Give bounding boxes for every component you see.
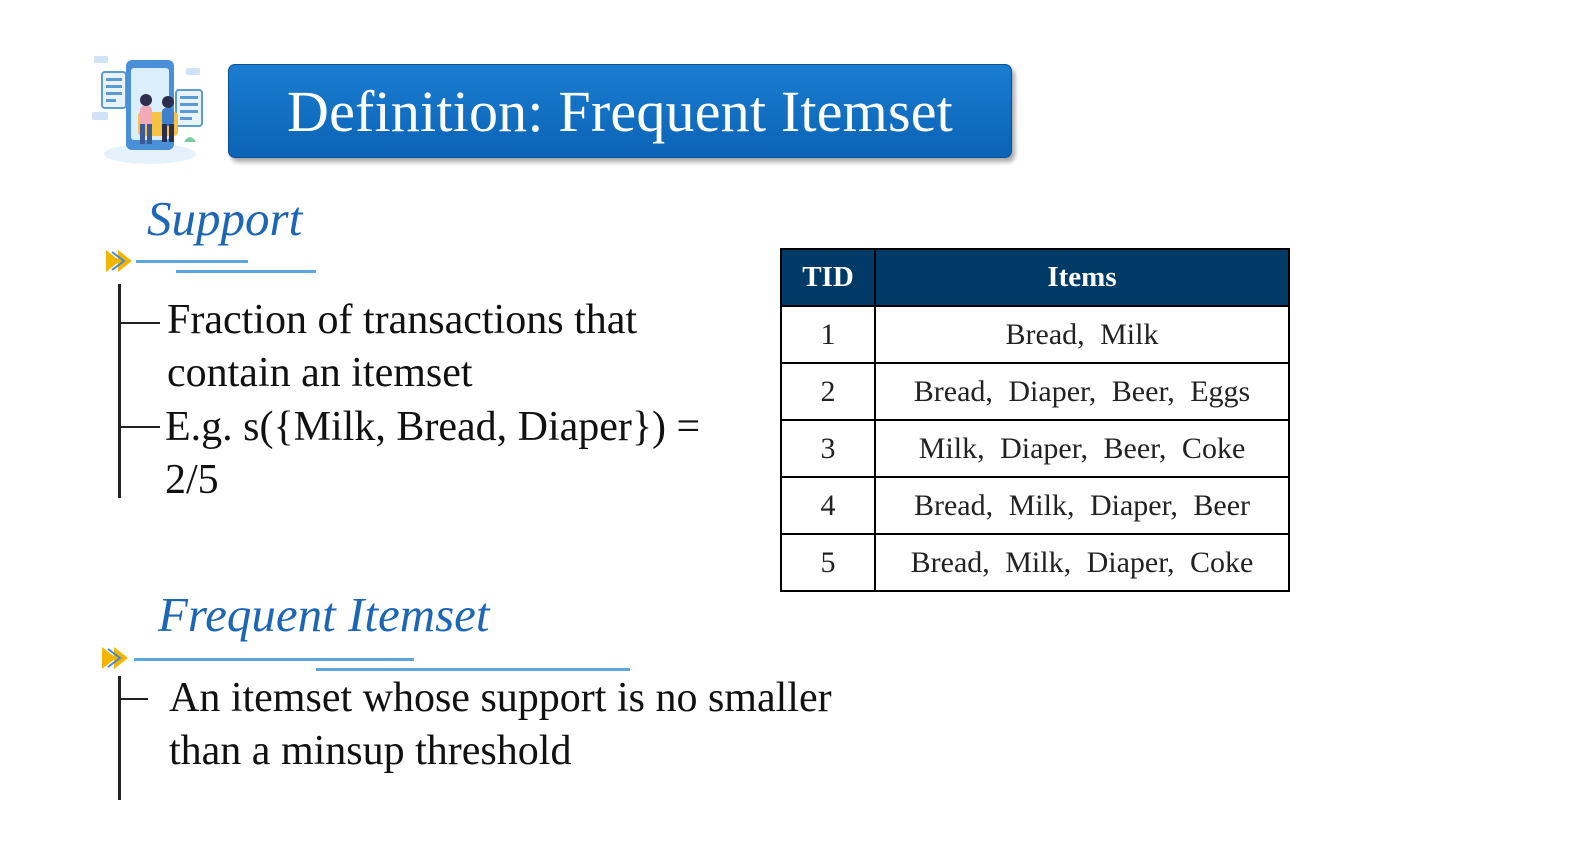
frequent-underline [134,658,414,661]
table-row: 5 Bread, Milk, Diaper, Coke [780,533,1290,592]
table-cell-tid: 5 [780,533,876,592]
frequent-bracket [118,676,121,800]
table-cell-items: Milk, Diaper, Beer, Coke [874,419,1290,478]
table-row: 1 Bread, Milk [780,305,1290,364]
double-chevron-right-icon [106,250,132,272]
support-bracket [118,284,121,498]
support-tick-2 [120,426,160,428]
page-title: Definition: Frequent Itemset [286,79,953,144]
support-tick-1 [120,322,160,324]
table-cell-tid: 2 [780,362,876,421]
frequent-tick-1 [120,698,148,700]
table-cell-items: Bread, Diaper, Beer, Eggs [874,362,1290,421]
support-example-text: E.g. s({Milk, Bread, Diaper}) = 2/5 [165,404,701,503]
table-cell-tid: 4 [780,476,876,535]
frequent-itemset-heading: Frequent Itemset [158,587,490,642]
table-cell-items: Bread, Milk, Diaper, Coke [874,533,1290,592]
table-row: 4 Bread, Milk, Diaper, Beer [780,476,1290,535]
table-cell-tid: 1 [780,305,876,364]
table-cell-items: Bread, Milk [874,305,1290,364]
support-underline [136,260,248,263]
table-header-items: Items [874,248,1290,307]
support-underline-accent [176,270,316,273]
frequent-underline-accent [316,668,630,671]
frequent-definition-text: An itemset whose support is no smaller t… [169,675,832,774]
double-chevron-right-icon [102,647,128,669]
table-row: 2 Bread, Diaper, Beer, Eggs [780,362,1290,421]
mobile-data-illustration [92,56,203,164]
support-heading: Support [147,191,303,246]
transactions-table: TID Items 1 Bread, Milk 2 Bread, Diaper,… [780,248,1290,592]
table-cell-tid: 3 [780,419,876,478]
table-header-tid: TID [780,248,876,307]
table-cell-items: Bread, Milk, Diaper, Beer [874,476,1290,535]
table-row: 3 Milk, Diaper, Beer, Coke [780,419,1290,478]
support-definition-text: Fraction of transactions that contain an… [167,297,638,396]
title-banner: Definition: Frequent Itemset [228,64,1012,158]
table-header-row: TID Items [780,248,1290,307]
